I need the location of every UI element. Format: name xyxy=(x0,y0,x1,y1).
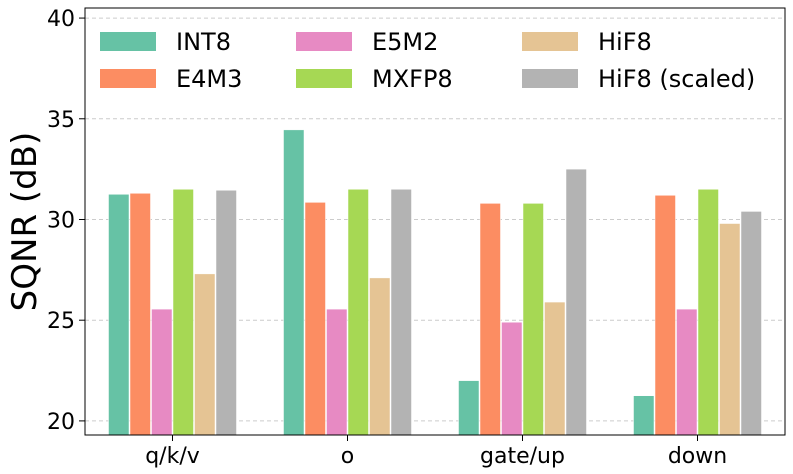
y-axis-ticks: 20 25 30 35 40 xyxy=(47,7,85,435)
legend-label: MXFP8 xyxy=(372,65,453,93)
y-tick-label: 40 xyxy=(47,7,75,32)
x-axis-ticks: q/k/v o gate/up down xyxy=(145,435,727,469)
plot-frame xyxy=(84,7,786,436)
bar-o-mxfp8 xyxy=(347,189,369,436)
bar-gate-up-e5m2 xyxy=(501,321,523,436)
legend-label: E4M3 xyxy=(176,65,242,93)
bars xyxy=(108,129,762,436)
legend-swatch xyxy=(296,32,352,51)
bar-gate-up-e4m3 xyxy=(479,203,501,436)
bar-o-int8 xyxy=(283,129,305,436)
legend-label: INT8 xyxy=(176,28,231,56)
bar-down-e5m2 xyxy=(676,308,698,436)
legend-label: E5M2 xyxy=(372,28,438,56)
y-axis-label: SQNR (dB) xyxy=(5,132,45,312)
legend-label: HiF8 (scaled) xyxy=(598,65,755,93)
x-tick-label: gate/up xyxy=(480,444,565,469)
bar-o-hif8-scaled- xyxy=(390,189,412,436)
bar-q-k-v-mxfp8 xyxy=(172,189,194,436)
bar-q-k-v-hif8-scaled- xyxy=(215,190,237,436)
bar-q-k-v-int8 xyxy=(108,194,130,436)
bar-down-hif8 xyxy=(719,223,741,436)
bar-gate-up-hif8-scaled- xyxy=(565,168,587,436)
bar-o-e4m3 xyxy=(304,202,326,436)
legend: INT8 E4M3 E5M2 MXFP8 HiF8 HiF8 (scaled) xyxy=(100,28,755,93)
bar-q-k-v-e5m2 xyxy=(151,308,173,436)
bar-gate-up-hif8 xyxy=(544,301,566,436)
bar-down-mxfp8 xyxy=(697,189,719,436)
bar-gate-up-int8 xyxy=(458,380,480,436)
y-tick-label: 20 xyxy=(47,410,75,435)
legend-swatch xyxy=(522,69,578,88)
legend-swatch xyxy=(296,69,352,88)
x-tick-label: down xyxy=(668,444,727,469)
bar-down-hif8-scaled- xyxy=(740,211,762,436)
y-tick-label: 35 xyxy=(47,108,75,133)
legend-label: HiF8 xyxy=(598,28,652,56)
legend-swatch xyxy=(522,32,578,51)
legend-swatch xyxy=(100,69,156,88)
bar-o-hif8 xyxy=(369,277,391,436)
bar-down-e4m3 xyxy=(654,195,676,436)
legend-swatch xyxy=(100,32,156,51)
bar-q-k-v-hif8 xyxy=(194,273,216,436)
bar-down-int8 xyxy=(633,395,655,436)
x-tick-label: o xyxy=(341,444,354,469)
bar-o-e5m2 xyxy=(326,308,348,436)
y-tick-label: 30 xyxy=(47,208,75,233)
bar-gate-up-mxfp8 xyxy=(522,203,544,436)
bar-q-k-v-e4m3 xyxy=(129,193,151,436)
x-tick-label: q/k/v xyxy=(145,444,200,469)
y-tick-label: 25 xyxy=(47,309,75,334)
